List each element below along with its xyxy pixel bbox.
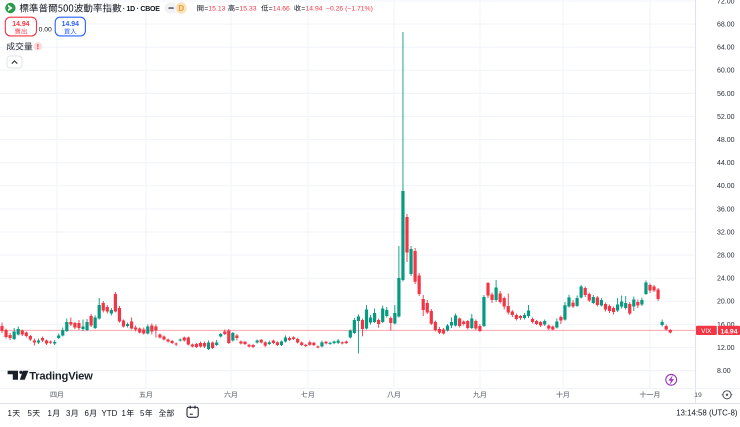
svg-text:YTD: YTD <box>102 409 118 418</box>
svg-text:5: 5 <box>28 409 33 418</box>
svg-text:14.94: 14.94 <box>62 21 79 28</box>
svg-text:68.00: 68.00 <box>717 22 735 29</box>
svg-text:19: 19 <box>694 392 702 399</box>
svg-text:=: = <box>204 6 208 13</box>
svg-text:=: = <box>235 6 239 13</box>
svg-text:64.00: 64.00 <box>717 45 735 52</box>
svg-text:1: 1 <box>48 409 52 418</box>
svg-text:D: D <box>178 4 184 13</box>
svg-text:8.00: 8.00 <box>717 368 731 375</box>
svg-text:VIX: VIX <box>701 328 712 335</box>
svg-text:14.94: 14.94 <box>720 328 737 335</box>
svg-text:1: 1 <box>122 409 126 418</box>
svg-text:14.94: 14.94 <box>306 6 323 13</box>
svg-text:3: 3 <box>66 409 71 418</box>
svg-text:−0.26 (−1.71%): −0.26 (−1.71%) <box>326 6 373 13</box>
svg-text:0.00: 0.00 <box>39 26 52 33</box>
svg-text:20.00: 20.00 <box>717 299 735 306</box>
svg-text:!: ! <box>37 42 39 51</box>
svg-text:15.33: 15.33 <box>240 6 257 13</box>
svg-text:14.94: 14.94 <box>12 21 29 28</box>
svg-text:5: 5 <box>140 409 145 418</box>
svg-text:44.00: 44.00 <box>717 160 735 167</box>
svg-text:40.00: 40.00 <box>717 183 735 190</box>
svg-text:14.66: 14.66 <box>273 6 290 13</box>
svg-text:15.13: 15.13 <box>208 6 225 13</box>
svg-text:24.00: 24.00 <box>717 276 735 283</box>
svg-text:13:14:58 (UTC-8): 13:14:58 (UTC-8) <box>676 408 738 417</box>
svg-text:48.00: 48.00 <box>717 137 735 144</box>
svg-text:=: = <box>301 6 305 13</box>
svg-text:1: 1 <box>8 409 12 418</box>
svg-text:=: = <box>269 6 273 13</box>
svg-text:6: 6 <box>85 409 90 418</box>
svg-text:72.00: 72.00 <box>717 0 735 5</box>
svg-text:56.00: 56.00 <box>717 91 735 98</box>
svg-text:TradingView: TradingView <box>29 371 93 383</box>
svg-text:28.00: 28.00 <box>717 253 735 260</box>
svg-text:60.00: 60.00 <box>717 68 735 75</box>
svg-text:36.00: 36.00 <box>717 206 735 213</box>
svg-text:16.00: 16.00 <box>717 322 735 329</box>
svg-text:32.00: 32.00 <box>717 229 735 236</box>
svg-text:52.00: 52.00 <box>717 114 735 121</box>
svg-text:· 1D · CBOE: · 1D · CBOE <box>123 6 161 13</box>
svg-text:12.00: 12.00 <box>717 345 735 352</box>
